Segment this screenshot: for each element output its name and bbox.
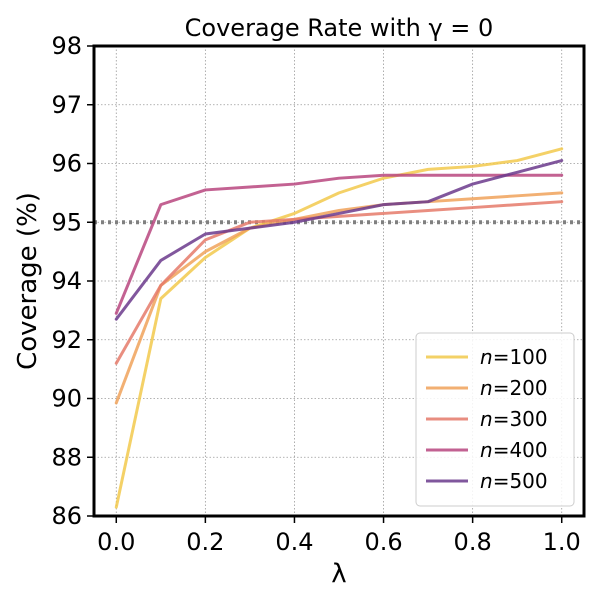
legend-box [415, 332, 575, 507]
x-tick-label: 0.6 [364, 528, 402, 556]
legend: n=100 n=200 n=300 n=400 n=500 [415, 332, 575, 507]
y-tick-label: 94 [51, 267, 82, 295]
y-ticks: 86 88 90 92 94 95 96 97 98 [51, 32, 94, 530]
x-tick-label: 0.2 [186, 528, 224, 556]
y-tick-label: 92 [51, 326, 82, 354]
series-line-n400 [114, 173, 564, 315]
series-layer [114, 147, 564, 509]
y-tick-label: 98 [51, 32, 82, 60]
y-tick-label: 97 [51, 91, 82, 119]
x-tick-label: 0.0 [97, 528, 135, 556]
legend-label-n400: n=400 [480, 438, 548, 462]
y-tick-label: 95 [51, 208, 82, 236]
y-axis-label: Coverage (%) [13, 192, 43, 370]
legend-label-n200: n=200 [480, 376, 548, 400]
y-tick-label: 88 [51, 443, 82, 471]
legend-label-n500: n=500 [480, 469, 548, 493]
y-tick-label: 86 [51, 502, 82, 530]
x-axis-label: λ [331, 559, 346, 589]
series-line-n500 [114, 159, 564, 321]
x-ticks: 0.0 0.2 0.4 0.6 0.8 1.0 [97, 516, 581, 556]
legend-label-n100: n=100 [480, 345, 548, 369]
legend-label-n300: n=300 [480, 407, 548, 431]
y-tick-label: 90 [51, 385, 82, 413]
series-line-n200 [114, 191, 564, 405]
x-tick-label: 0.4 [275, 528, 313, 556]
chart-title: Coverage Rate with γ = 0 [185, 14, 494, 42]
series-line-n300 [114, 200, 564, 365]
series-line-n100 [114, 147, 564, 509]
x-tick-label: 1.0 [543, 528, 581, 556]
y-tick-label: 96 [51, 150, 82, 178]
x-tick-label: 0.8 [454, 528, 492, 556]
